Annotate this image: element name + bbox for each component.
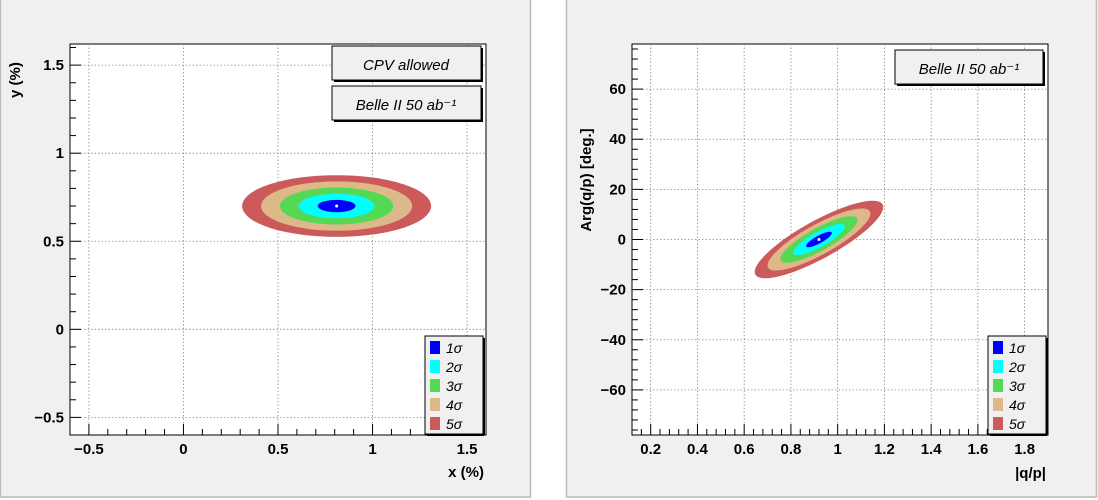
right-x-tick-label: 1.8 — [1014, 441, 1035, 458]
left-legend-swatch — [430, 417, 440, 430]
right-legend-swatch — [993, 417, 1003, 430]
left-best-fit-point — [335, 204, 339, 208]
right-legend-swatch — [993, 398, 1003, 411]
right-x-tick-label: 1.4 — [921, 441, 943, 458]
left-label-belle-box: Belle II 50 ab⁻¹ — [331, 85, 483, 122]
left-x-tick-label: 0.5 — [268, 441, 289, 458]
right-legend-label: 4σ — [1009, 397, 1026, 413]
right-x-tick-label: 0.4 — [687, 441, 709, 458]
left-y-tick-label: 0.5 — [43, 233, 64, 250]
left-legend-swatch — [430, 398, 440, 411]
left-legend-label: 1σ — [446, 340, 463, 356]
right-legend: 1σ 2σ 3σ 4σ 5σ — [987, 335, 1048, 436]
right-plot: 0.2 0.4 0.6 0.8 1 1.2 1.4 1.6 1.8 −60 −40 −20 0 20 40 6… — [578, 43, 1049, 482]
right-y-tick-label: −40 — [601, 332, 626, 349]
right-x-tick-label: 0.2 — [640, 441, 661, 458]
right-x-tick-label: 1 — [833, 441, 841, 458]
right-x-tick-label: 1.6 — [967, 441, 988, 458]
right-y-tick-label: 60 — [609, 81, 626, 98]
left-legend-label: 3σ — [446, 378, 463, 394]
left-legend: 1σ 2σ 3σ 4σ 5σ — [424, 335, 485, 436]
left-x-tick-label: 1 — [368, 441, 376, 458]
left-label-belle: Belle II 50 ab⁻¹ — [356, 97, 456, 114]
right-legend-label: 3σ — [1009, 378, 1026, 394]
left-y-tick-label: −0.5 — [34, 409, 64, 426]
left-label-cpv-box: CPV allowed — [331, 45, 483, 82]
left-legend-swatch — [430, 379, 440, 392]
left-y-tick-label: 0 — [56, 321, 64, 338]
left-x-tick-label: 0 — [179, 441, 187, 458]
left-legend-label: 2σ — [445, 359, 463, 375]
left-x-tick-label: 1.5 — [457, 441, 478, 458]
left-label-cpv: CPV allowed — [363, 57, 450, 74]
right-x-axis-label: |q/p| — [1015, 465, 1046, 482]
right-legend-swatch — [993, 379, 1003, 392]
left-y-tick-label: 1.5 — [43, 57, 64, 74]
right-y-axis-label: Arg(q/p) [deg.] — [578, 128, 595, 231]
right-legend-label: 2σ — [1008, 359, 1026, 375]
right-y-tick-label: −20 — [601, 282, 626, 299]
right-y-tick-label: −60 — [601, 382, 626, 399]
right-y-tick-label: 20 — [609, 181, 626, 198]
right-best-fit-point — [817, 238, 821, 241]
right-legend-swatch — [993, 360, 1003, 373]
right-legend-label: 5σ — [1009, 416, 1026, 432]
left-y-axis-label: y (%) — [7, 62, 24, 98]
right-legend-swatch — [993, 341, 1003, 354]
left-plot: −0.5 0 0.5 1 1.5 −0.5 0 0.5 1 1.5 x (%) y (%) CPV… — [7, 43, 487, 481]
left-legend-swatch — [430, 360, 440, 373]
left-x-tick-label: −0.5 — [74, 441, 104, 458]
right-axes: 0.2 0.4 0.6 0.8 1 1.2 1.4 1.6 1.8 −60 −40 −20 0 20 40 6… — [601, 48, 1044, 458]
right-legend-label: 1σ — [1009, 340, 1026, 356]
right-label-belle-box: Belle II 50 ab⁻¹ — [894, 49, 1045, 86]
left-axes: −0.5 0 0.5 1 1.5 −0.5 0 0.5 1 1.5 — [34, 47, 487, 458]
right-y-tick-label: 0 — [618, 232, 626, 249]
left-legend-swatch — [430, 341, 440, 354]
right-label-belle: Belle II 50 ab⁻¹ — [919, 61, 1019, 78]
left-x-axis-label: x (%) — [448, 464, 484, 481]
right-x-tick-label: 0.8 — [780, 441, 801, 458]
left-contours — [242, 175, 432, 237]
left-y-tick-label: 1 — [56, 145, 64, 162]
left-legend-label: 4σ — [446, 397, 463, 413]
right-x-tick-label: 0.6 — [734, 441, 755, 458]
right-y-tick-label: 40 — [609, 131, 626, 148]
right-contours — [754, 200, 884, 279]
right-x-tick-label: 1.2 — [874, 441, 895, 458]
left-legend-label: 5σ — [446, 416, 463, 432]
